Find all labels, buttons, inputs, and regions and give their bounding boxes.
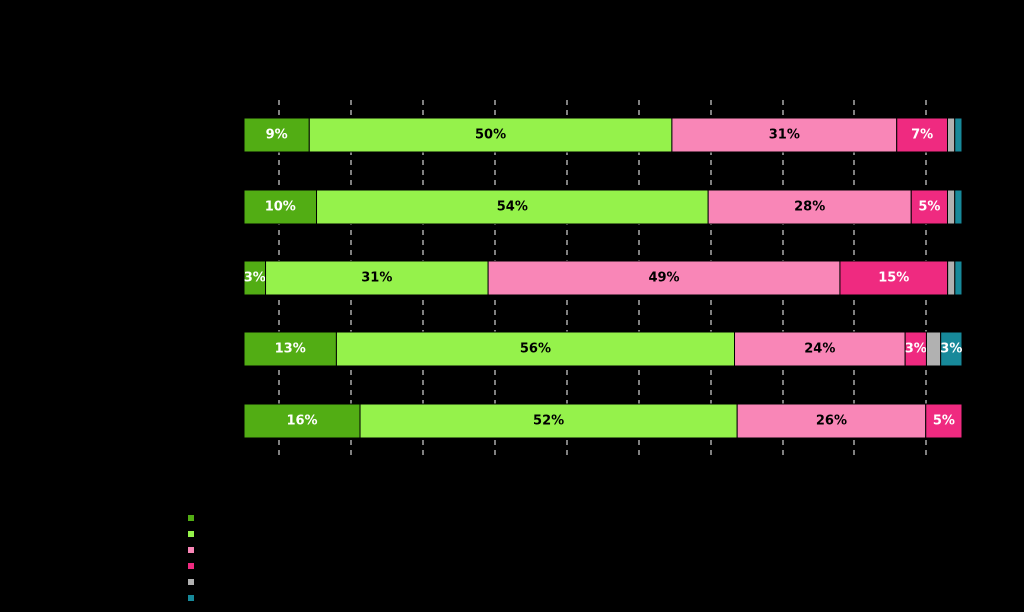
data-label-row1-series2: 50% — [475, 128, 506, 143]
bar-segment-row4-series5 — [925, 331, 942, 367]
legend-item-1 — [188, 510, 194, 526]
data-label-row5-series4: 5% — [933, 414, 955, 429]
data-label-row2-series3: 28% — [794, 200, 825, 215]
legend-swatch-5 — [188, 579, 194, 585]
bar-segment-row1-series2 — [308, 117, 673, 153]
bar-row-3: 3% 31% 49% 15% — [243, 260, 963, 296]
bar-segment-row1-series1 — [243, 117, 310, 153]
data-label-row5-series2: 52% — [533, 414, 564, 429]
bar-segment-row5-series3 — [736, 403, 927, 439]
data-label-row4-series1: 13% — [275, 342, 306, 357]
legend-swatch-1 — [188, 515, 194, 521]
bar-row-4: 13% 56% 24% 3% 3% — [243, 331, 963, 367]
bar-segment-row2-series5 — [946, 189, 956, 225]
legend-item-3 — [188, 542, 194, 558]
bar-segment-row2-series6 — [954, 189, 963, 225]
data-label-row2-series1: 10% — [265, 200, 296, 215]
bar-segment-row1-series3 — [671, 117, 898, 153]
data-label-row4-series4: 3% — [905, 342, 927, 357]
bar-segment-row2-series4 — [910, 189, 948, 225]
legend-swatch-2 — [188, 531, 194, 537]
legend-swatch-4 — [188, 563, 194, 569]
bar-segment-row3-series2 — [265, 260, 489, 296]
bar-segment-row3-series5 — [947, 260, 956, 296]
bar-segment-row4-series3 — [734, 331, 906, 367]
data-label-row1-series4: 7% — [911, 128, 933, 143]
legend-item-4 — [188, 558, 194, 574]
bar-segment-row2-series3 — [707, 189, 912, 225]
legend-swatch-3 — [188, 547, 194, 553]
bar-segment-row3-series4 — [839, 260, 949, 296]
data-label-row4-series3: 24% — [804, 342, 835, 357]
bar-segment-row1-series6 — [954, 117, 963, 153]
data-label-row1-series1: 9% — [266, 128, 288, 143]
legend-swatch-6 — [188, 595, 194, 601]
bar-segment-row3-series6 — [954, 260, 963, 296]
data-label-row2-series4: 5% — [918, 200, 940, 215]
bar-segment-row3-series3 — [487, 260, 841, 296]
data-label-row5-series3: 26% — [816, 414, 847, 429]
bar-segment-row4-series2 — [335, 331, 736, 367]
data-label-row4-series6: 3% — [940, 342, 962, 357]
legend-item-6 — [188, 590, 194, 606]
legend — [188, 510, 194, 606]
data-label-row2-series2: 54% — [497, 200, 528, 215]
legend-item-2 — [188, 526, 194, 542]
data-label-row4-series2: 56% — [520, 342, 551, 357]
data-label-row5-series1: 16% — [286, 414, 317, 429]
bar-segment-row4-series1 — [243, 331, 337, 367]
bar-row-5: 16% 52% 26% 5% — [243, 403, 963, 439]
data-label-row3-series1: 3% — [244, 271, 266, 286]
bar-rows: 9% 50% 31% 7% 10% 54% 28% 5% 3% 31% 49% 15% 13% 56% 24… — [243, 117, 963, 439]
bar-segment-row5-series4 — [925, 403, 963, 439]
bar-segment-row5-series2 — [359, 403, 738, 439]
data-label-row3-series3: 49% — [648, 271, 679, 286]
legend-item-5 — [188, 574, 194, 590]
bar-segment-row2-series1 — [243, 189, 318, 225]
data-label-row3-series4: 15% — [878, 271, 909, 286]
bar-segment-row5-series1 — [243, 403, 361, 439]
bar-segment-row1-series5 — [946, 117, 956, 153]
data-label-row1-series3: 31% — [769, 128, 800, 143]
bar-row-1: 9% 50% 31% 7% — [243, 117, 963, 153]
data-label-row3-series2: 31% — [361, 271, 392, 286]
bar-row-2: 10% 54% 28% 5% — [243, 189, 963, 225]
bar-segment-row2-series2 — [316, 189, 709, 225]
bar-segment-row4-series6 — [940, 331, 963, 367]
